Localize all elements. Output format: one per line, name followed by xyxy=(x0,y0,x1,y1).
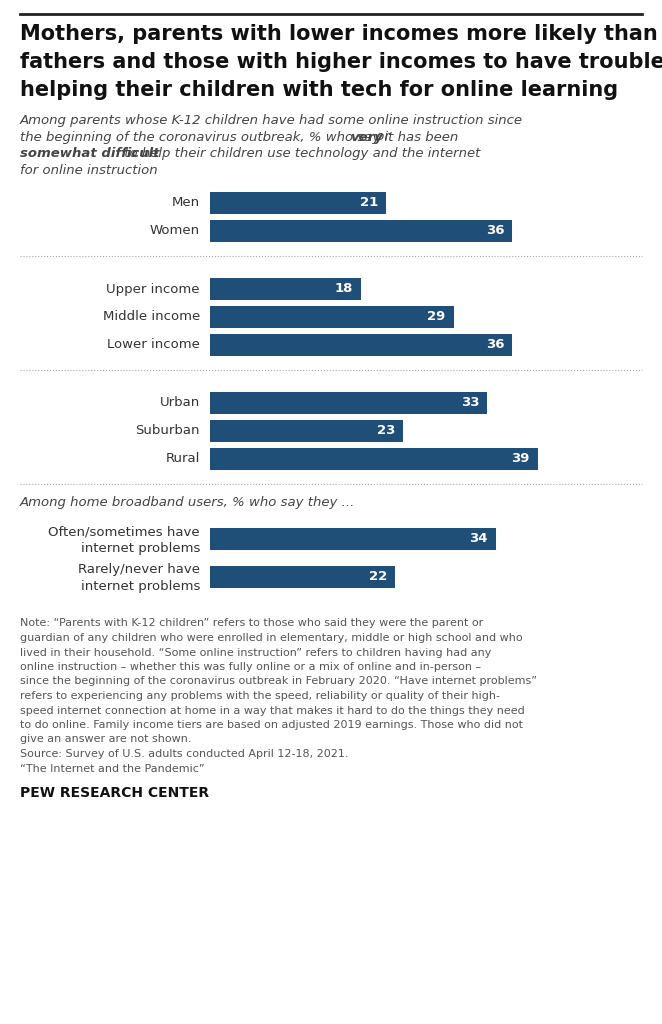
Text: since the beginning of the coronavirus outbreak in February 2020. “Have internet: since the beginning of the coronavirus o… xyxy=(20,677,537,686)
Text: to help their children use technology and the internet: to help their children use technology an… xyxy=(120,147,481,160)
Bar xyxy=(210,334,512,356)
Text: 29: 29 xyxy=(428,310,446,324)
Text: guardian of any children who were enrolled in elementary, middle or high school : guardian of any children who were enroll… xyxy=(20,633,522,643)
Text: very: very xyxy=(350,130,383,143)
Text: Note: “Parents with K-12 children” refers to those who said they were the parent: Note: “Parents with K-12 children” refer… xyxy=(20,618,483,629)
Text: 34: 34 xyxy=(469,532,488,545)
Text: online instruction – whether this was fully online or a mix of online and in-per: online instruction – whether this was fu… xyxy=(20,662,481,672)
Text: fathers and those with higher incomes to have trouble: fathers and those with higher incomes to… xyxy=(20,52,662,72)
Text: Among parents whose K-12 children have had some online instruction since: Among parents whose K-12 children have h… xyxy=(20,114,523,127)
Text: to do online. Family income tiers are based on adjusted 2019 earnings. Those who: to do online. Family income tiers are ba… xyxy=(20,720,523,730)
Bar xyxy=(210,193,387,214)
Text: speed internet connection at home in a way that makes it hard to do the things t: speed internet connection at home in a w… xyxy=(20,706,525,716)
Text: 21: 21 xyxy=(360,197,379,210)
Text: 36: 36 xyxy=(486,339,504,351)
Text: the beginning of the coronavirus outbreak, % who say it has been: the beginning of the coronavirus outbrea… xyxy=(20,130,463,143)
Text: 23: 23 xyxy=(377,425,395,437)
Text: “The Internet and the Pandemic”: “The Internet and the Pandemic” xyxy=(20,764,205,773)
Bar xyxy=(210,278,361,300)
Text: somewhat difficult: somewhat difficult xyxy=(20,147,160,160)
Text: 33: 33 xyxy=(461,396,479,410)
Bar xyxy=(210,306,453,328)
Text: Women: Women xyxy=(150,224,200,238)
Text: Rarely/never have: Rarely/never have xyxy=(78,563,200,577)
Text: 36: 36 xyxy=(486,224,504,238)
Text: internet problems: internet problems xyxy=(81,580,200,593)
Bar xyxy=(210,527,496,550)
Text: give an answer are not shown.: give an answer are not shown. xyxy=(20,734,191,744)
Text: helping their children with tech for online learning: helping their children with tech for onl… xyxy=(20,80,618,100)
Text: Suburban: Suburban xyxy=(136,425,200,437)
Text: 18: 18 xyxy=(335,283,354,296)
Text: Among home broadband users, % who say they ...: Among home broadband users, % who say th… xyxy=(20,496,355,509)
Text: 39: 39 xyxy=(511,453,530,466)
Bar xyxy=(210,449,538,470)
Text: Mothers, parents with lower incomes more likely than: Mothers, parents with lower incomes more… xyxy=(20,24,658,44)
Text: Upper income: Upper income xyxy=(107,283,200,296)
Text: Middle income: Middle income xyxy=(103,310,200,324)
Bar xyxy=(210,565,395,588)
Text: Lower income: Lower income xyxy=(107,339,200,351)
Text: or: or xyxy=(372,130,390,143)
Text: Urban: Urban xyxy=(160,396,200,410)
Bar xyxy=(210,392,487,414)
Text: Rural: Rural xyxy=(166,453,200,466)
Text: PEW RESEARCH CENTER: PEW RESEARCH CENTER xyxy=(20,786,209,800)
Text: Source: Survey of U.S. adults conducted April 12-18, 2021.: Source: Survey of U.S. adults conducted … xyxy=(20,749,348,759)
Bar xyxy=(210,420,403,442)
Bar xyxy=(210,220,512,242)
Text: Often/sometimes have: Often/sometimes have xyxy=(48,525,200,539)
Text: for online instruction: for online instruction xyxy=(20,164,158,176)
Text: 22: 22 xyxy=(369,570,387,583)
Text: refers to experiencing any problems with the speed, reliability or quality of th: refers to experiencing any problems with… xyxy=(20,691,500,701)
Text: lived in their household. “Some online instruction” refers to children having ha: lived in their household. “Some online i… xyxy=(20,647,491,657)
Text: internet problems: internet problems xyxy=(81,542,200,555)
Text: Men: Men xyxy=(172,197,200,210)
